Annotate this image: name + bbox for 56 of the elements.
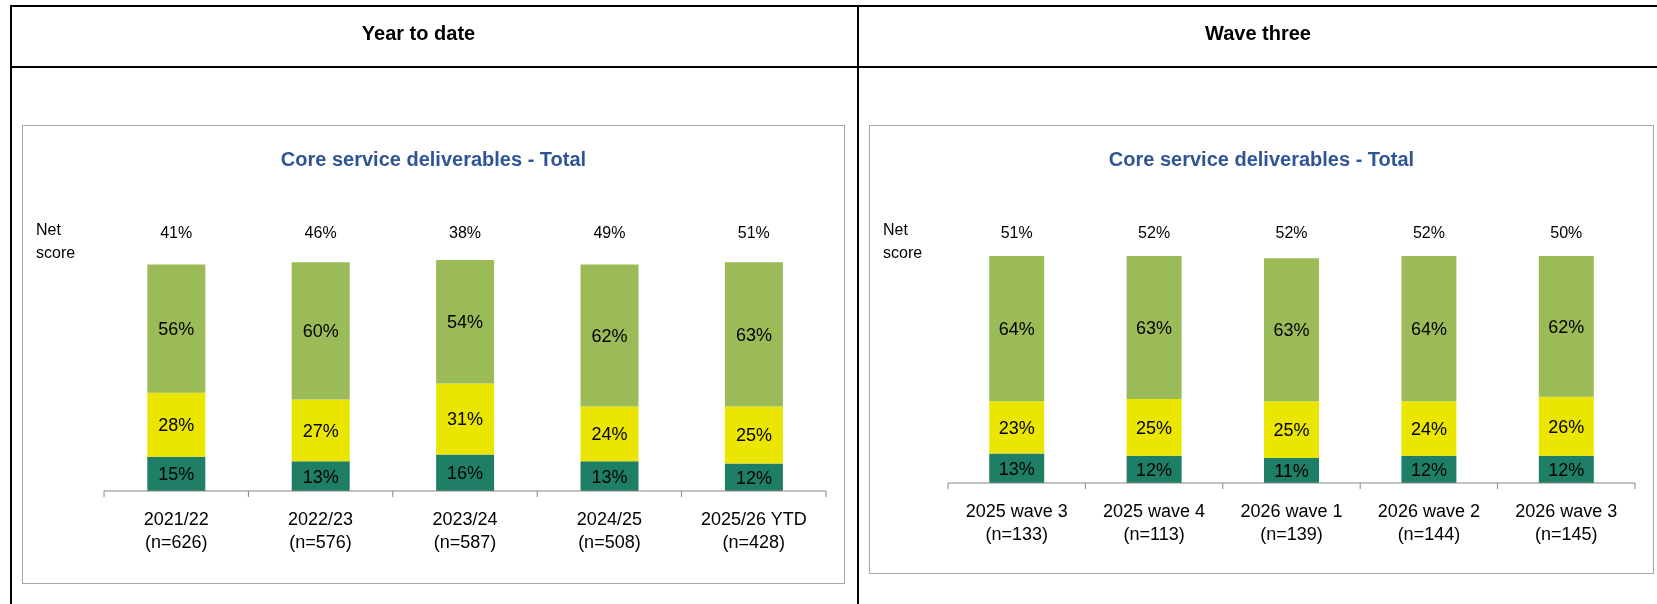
x-tick-label: 2022/23 (n=576) (288, 509, 354, 552)
data-label: 26% (1548, 416, 1585, 437)
chart-subtitle: Core service deliverables - Total (1108, 147, 1415, 172)
data-label: 12% (1410, 459, 1447, 480)
x-tick-label: 2025 wave 3 (n=133) (965, 501, 1068, 544)
data-label: 27% (302, 420, 339, 441)
data-label: 63% (735, 324, 772, 345)
x-tick-label: 2024/25 (n=508) (576, 509, 642, 552)
data-label: 31% (447, 409, 484, 430)
data-label: 62% (591, 325, 628, 346)
data-label: 12% (1548, 459, 1585, 480)
data-label: 13% (591, 466, 628, 487)
data-label: 12% (735, 467, 772, 488)
data-label: 25% (735, 425, 772, 446)
x-tick-label: 2026 wave 2 (n=144) (1377, 501, 1480, 544)
x-tick-label: 2021/22 (n=626) (143, 509, 209, 552)
data-label: 25% (1136, 417, 1173, 438)
data-label: 13% (302, 466, 339, 487)
data-label: 64% (998, 319, 1035, 340)
text: 46% (304, 223, 337, 243)
x-tick-label: 2026 wave 3 (n=145) (1515, 501, 1618, 544)
chart-subtitle: Core service deliverables - Total (280, 147, 587, 172)
data-label: 25% (1273, 420, 1310, 441)
data-label: 24% (591, 424, 628, 445)
data-label: 12% (1136, 459, 1173, 480)
data-label: 16% (447, 463, 484, 484)
data-label: 11% (1274, 460, 1309, 481)
data-label: 54% (447, 312, 484, 333)
data-label: 56% (158, 319, 195, 339)
text: 38% (448, 223, 482, 243)
chart-title: Wave three (1205, 21, 1311, 46)
data-label: 15% (158, 464, 195, 485)
data-label: 64% (1410, 319, 1447, 340)
data-label: 63% (1273, 320, 1310, 341)
x-tick-label: 2025 wave 4 (n=113) (1103, 501, 1206, 544)
text: 52% (1412, 223, 1445, 243)
text: 51% (1000, 223, 1033, 243)
data-label: 13% (998, 458, 1035, 479)
text: Net score (883, 220, 924, 263)
chart-title: Year to date (361, 21, 476, 46)
x-tick-label: 2023/24 (n=587) (432, 509, 498, 552)
text: 51% (737, 223, 770, 243)
text: 49% (593, 223, 626, 243)
text: 50% (1550, 223, 1583, 243)
data-label: 60% (302, 321, 339, 342)
x-tick-label: 2025/26 YTD (n=428) (700, 509, 807, 552)
data-label: 28% (158, 415, 195, 436)
text: 41% (160, 223, 193, 243)
data-label: 24% (1410, 418, 1447, 439)
text: 52% (1138, 223, 1171, 243)
x-tick-label: 2026 wave 1 (n=139) (1240, 501, 1343, 544)
text: 52% (1275, 223, 1308, 243)
data-label: 23% (998, 417, 1035, 438)
data-label: 63% (1136, 317, 1173, 338)
data-label: 62% (1548, 316, 1585, 337)
text: Net score (36, 220, 77, 263)
